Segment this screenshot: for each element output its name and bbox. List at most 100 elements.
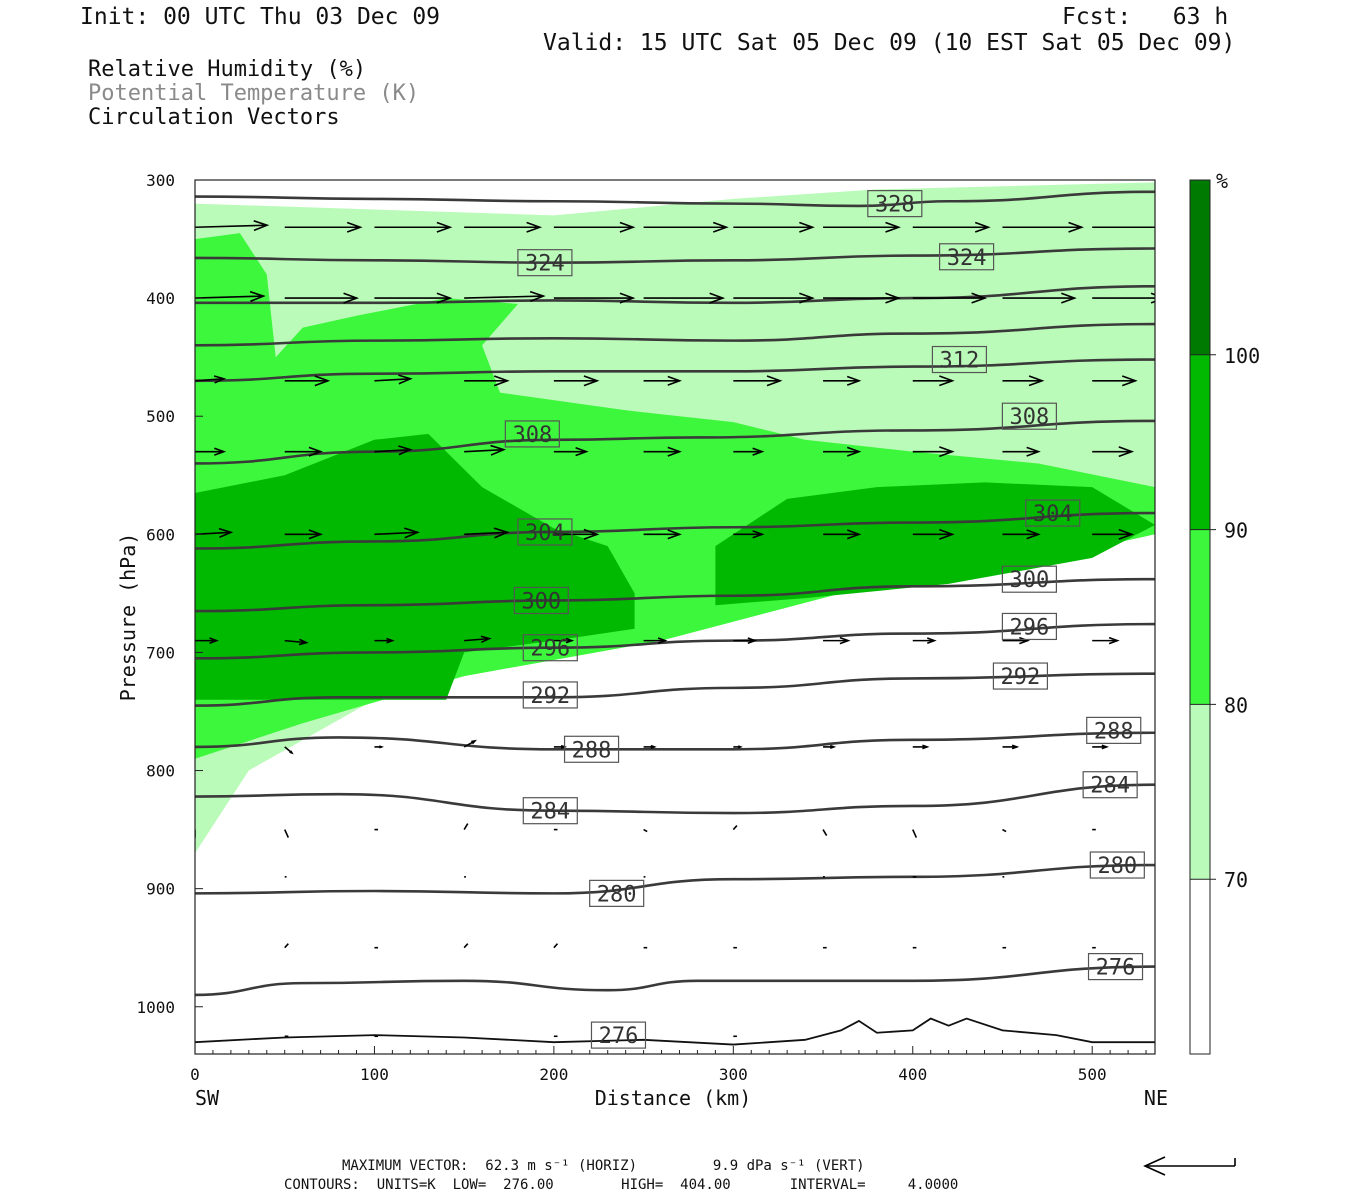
svg-text:276: 276 xyxy=(599,1024,639,1049)
svg-text:284: 284 xyxy=(1090,774,1130,799)
ne-end-label: NE xyxy=(1144,1086,1168,1110)
theta-label-308-7: 308 xyxy=(1001,402,1057,430)
vector-850-50 xyxy=(283,829,290,838)
vector-600-400 xyxy=(912,528,955,540)
theta-contour-304-8 xyxy=(195,511,1155,550)
sw-end-label: SW xyxy=(195,1086,220,1110)
colorbar-tick-label: 90 xyxy=(1224,519,1248,543)
field-rh-label: Relative Humidity (%) xyxy=(88,57,367,82)
vector-950-200 xyxy=(553,943,559,949)
vector-400-150 xyxy=(464,290,546,302)
vector-530-50 xyxy=(284,446,324,457)
theta-label-284-19: 284 xyxy=(1082,771,1138,799)
init-time: Init: 00 UTC Thu 03 Dec 09 xyxy=(80,4,441,30)
max-vector-note: MAXIMUM VECTOR: 62.3 m s⁻¹ (HORIZ) 9.9 d… xyxy=(342,1158,865,1174)
valid-time: Valid: 15 UTC Sat 05 Dec 09 (10 EST Sat … xyxy=(543,30,1236,56)
theta-label-280-20: 280 xyxy=(589,879,645,907)
theta-label-324-2: 324 xyxy=(938,243,995,271)
vector-850-450 xyxy=(1002,828,1007,833)
svg-text:300: 300 xyxy=(521,589,561,614)
colorbar: 70 80 90 100% xyxy=(1189,169,1260,1055)
theta-contour-296-12 xyxy=(195,622,1155,660)
vector-530-150 xyxy=(464,444,507,456)
vector-950-50 xyxy=(284,943,289,949)
vector-850-150 xyxy=(463,823,469,831)
vector-400-200 xyxy=(553,292,636,304)
vector-470-250 xyxy=(643,375,682,386)
vector-690-300 xyxy=(733,637,758,644)
vector-780-500 xyxy=(1092,744,1109,750)
vector-340-100 xyxy=(374,221,453,233)
x-tick-label: 500 xyxy=(1078,1065,1107,1084)
svg-text:292: 292 xyxy=(530,684,570,709)
theta-contour-276-22 xyxy=(195,965,1155,997)
vector-470-400 xyxy=(912,375,955,387)
vector-400-250 xyxy=(643,292,726,304)
vector-470-450 xyxy=(1002,375,1045,387)
svg-text:280: 280 xyxy=(1097,854,1137,879)
vector-340-50 xyxy=(284,221,363,233)
vector-690-0 xyxy=(195,637,219,644)
contour-info-note: CONTOURS: UNITS=K LOW= 276.00 HIGH= 404.… xyxy=(284,1177,959,1193)
vector-780-200 xyxy=(553,744,568,749)
svg-text:296: 296 xyxy=(530,637,570,662)
vector-400-100 xyxy=(374,292,453,304)
vector-340-250 xyxy=(643,221,729,233)
relative-humidity-fill xyxy=(195,182,1155,854)
svg-text:328: 328 xyxy=(875,193,915,218)
field-vectors-label: Circulation Vectors xyxy=(88,105,340,130)
theta-label-280-21: 280 xyxy=(1089,851,1145,879)
vector-690-150 xyxy=(464,635,492,644)
vector-850-300 xyxy=(732,825,738,831)
theta-contour-308-6 xyxy=(195,419,1155,465)
theta-label-288-17: 288 xyxy=(1086,716,1142,744)
y-tick-label: 1000 xyxy=(136,998,175,1017)
potential-temperature-contours xyxy=(195,190,1155,997)
theta-label-284-18: 284 xyxy=(522,797,578,825)
colorbar-unit: % xyxy=(1216,169,1228,193)
theta-contour-280-20 xyxy=(195,863,1155,895)
vector-400-300 xyxy=(733,292,815,304)
vector-850-400 xyxy=(912,829,918,838)
colorbar-tick-label: 70 xyxy=(1224,868,1248,892)
x-tick-label: 400 xyxy=(898,1065,927,1084)
vector-470-350 xyxy=(823,375,862,386)
axes: 300 400 500 600 700 800 900 1000 0 100 200 300 400 50… xyxy=(116,171,1168,1110)
vector-690-500 xyxy=(1092,636,1120,645)
vector-400-450 xyxy=(1002,292,1077,304)
vector-600-150 xyxy=(464,527,510,539)
vector-780-350 xyxy=(823,744,837,749)
theta-label-292-14: 292 xyxy=(522,681,578,709)
y-tick-label: 800 xyxy=(146,762,175,781)
vector-600-250 xyxy=(643,529,682,540)
svg-text:324: 324 xyxy=(947,246,987,271)
svg-text:284: 284 xyxy=(530,800,570,825)
x-tick-label: 300 xyxy=(719,1065,748,1084)
vector-690-250 xyxy=(643,637,668,644)
theta-label-304-9: 304 xyxy=(1025,499,1081,527)
vector-470-300 xyxy=(733,375,783,387)
vector-470-50 xyxy=(284,375,331,387)
vector-850-250 xyxy=(643,828,648,833)
vector-530-500 xyxy=(1092,446,1135,458)
svg-text:292: 292 xyxy=(1001,665,1041,690)
y-tick-label: 600 xyxy=(146,525,175,544)
colorbar-tick-label: 100 xyxy=(1224,344,1260,368)
vector-600-200 xyxy=(553,528,600,540)
theta-label-304-8: 304 xyxy=(517,518,573,546)
theta-contour-324-1 xyxy=(195,247,1155,264)
vector-530-300 xyxy=(733,447,765,456)
vector-340-350 xyxy=(823,221,901,233)
vector-530-200 xyxy=(553,447,589,457)
y-tick-label: 400 xyxy=(146,289,175,308)
circulation-vectors xyxy=(195,220,1155,1038)
theta-contour-284-18 xyxy=(195,783,1155,815)
y-tick-label: 900 xyxy=(146,880,175,899)
svg-text:300: 300 xyxy=(1010,568,1050,593)
vector-400-400 xyxy=(912,292,988,304)
vector-850-350 xyxy=(822,829,828,837)
theta-contour-288-16 xyxy=(195,731,1155,751)
vector-340-450 xyxy=(1002,221,1085,233)
forecast-hour: Fcst: 63 h xyxy=(1062,4,1229,30)
theta-label-324-1: 324 xyxy=(517,249,573,277)
